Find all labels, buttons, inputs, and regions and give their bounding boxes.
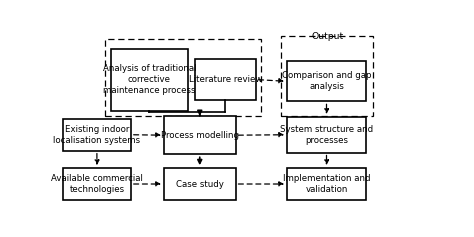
Bar	[164, 116, 236, 154]
Bar	[287, 117, 366, 153]
Bar	[287, 168, 366, 200]
Bar	[164, 168, 236, 200]
Text: Comparison and gap
analysis: Comparison and gap analysis	[282, 71, 371, 91]
Text: Literature review: Literature review	[189, 75, 262, 84]
Bar	[63, 119, 131, 151]
Bar	[63, 168, 131, 200]
Text: Process modelling: Process modelling	[161, 131, 239, 140]
Text: Existing indoor
localisation systems: Existing indoor localisation systems	[54, 125, 140, 145]
Bar	[282, 36, 374, 116]
Bar	[105, 39, 261, 116]
Text: System structure and
processes: System structure and processes	[280, 125, 373, 145]
Bar	[110, 49, 188, 110]
Text: Case study: Case study	[176, 179, 224, 188]
Bar	[195, 59, 256, 100]
Text: Analysis of traditional
corrective
maintenance process: Analysis of traditional corrective maint…	[102, 64, 196, 95]
Bar	[287, 61, 366, 101]
Text: Available commercial
technologies: Available commercial technologies	[51, 174, 143, 194]
Text: Output: Output	[311, 32, 344, 41]
Text: Implementation and
validation: Implementation and validation	[283, 174, 370, 194]
